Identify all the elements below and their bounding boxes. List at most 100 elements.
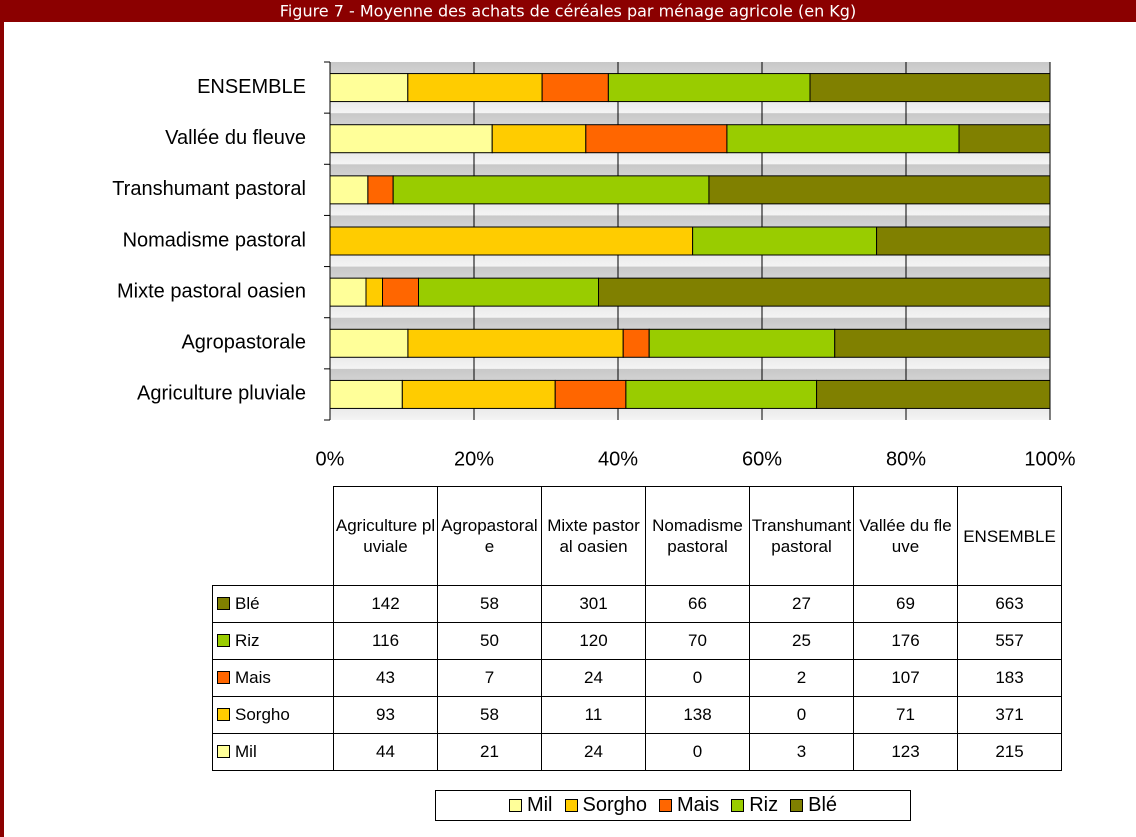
y-tick-label: Vallée du fleuve	[165, 127, 306, 149]
legend-swatch	[217, 634, 230, 647]
bar-segment	[329, 226, 694, 256]
bar-segment	[692, 226, 878, 256]
bar-segment	[585, 124, 728, 154]
legend-swatch	[564, 799, 578, 812]
bar-segment	[418, 277, 599, 307]
table-row: Mais 43 7 24 0 2 107 183	[212, 659, 1062, 697]
bar-segment	[708, 175, 1051, 205]
table-cell: 116	[333, 622, 438, 660]
table-cell: 27	[749, 585, 854, 623]
bar-segment	[648, 328, 836, 358]
row-label-text: Mil	[235, 742, 257, 761]
legend-item: Sorgho	[564, 794, 647, 817]
table-cell: 70	[645, 622, 750, 660]
table-cell: 0	[645, 659, 750, 697]
y-tick-label: Mixte pastoral oasien	[117, 280, 306, 302]
table-cell: 7	[437, 659, 542, 697]
bar-segment	[876, 226, 1051, 256]
bar-segment	[329, 124, 493, 154]
x-tick-label: 20%	[454, 448, 494, 470]
bar-segment	[329, 379, 403, 409]
bar-segment	[329, 328, 409, 358]
y-tick-label: Transhumant pastoral	[112, 178, 306, 200]
legend-swatch	[731, 799, 745, 812]
table-cell: 215	[957, 733, 1062, 771]
legend-swatch	[217, 745, 230, 758]
bar-segment	[726, 124, 960, 154]
legend-label: Mil	[526, 794, 553, 816]
column-header: Nomadisme pastoral	[645, 486, 750, 586]
legend-swatch	[217, 671, 230, 684]
bar-segment	[491, 124, 587, 154]
bar-segment	[401, 379, 556, 409]
row-label-text: Mais	[235, 668, 271, 687]
table-cell: 21	[437, 733, 542, 771]
column-header: Agropastorale	[437, 486, 542, 586]
table-cell: 2	[749, 659, 854, 697]
legend-label: Mais	[677, 794, 720, 816]
table-cell: 93	[333, 696, 438, 734]
legend-item: Mais	[659, 794, 719, 817]
table-row: Sorgho 93 58 11 138 0 71 371	[212, 696, 1062, 734]
bar-segment	[329, 277, 367, 307]
y-tick-label: Agriculture pluviale	[137, 383, 306, 405]
table-corner	[213, 487, 334, 586]
bar-segment	[407, 73, 543, 103]
table-cell: 66	[645, 585, 750, 623]
bar-segment	[598, 277, 1051, 307]
left-border	[0, 0, 4, 837]
table-cell: 24	[541, 733, 646, 771]
table-cell: 371	[957, 696, 1062, 734]
column-header: Agriculture pluviale	[333, 486, 438, 586]
legend-swatch	[659, 799, 672, 812]
column-header: Mixte pastoral oasien	[541, 486, 646, 586]
row-label: Sorgho	[212, 696, 334, 734]
bar-segment	[407, 328, 624, 358]
chart-title: Figure 7 - Moyenne des achats de céréale…	[280, 2, 856, 21]
x-tick-label: 60%	[742, 448, 782, 470]
bar-segment	[809, 73, 1051, 103]
table-cell: 183	[957, 659, 1062, 697]
legend-label: Riz	[749, 794, 779, 816]
bar-segment	[816, 379, 1051, 409]
table-cell: 11	[541, 696, 646, 734]
row-label-text: Riz	[235, 631, 260, 650]
bar-segment	[365, 277, 383, 307]
legend-item: Blé	[790, 794, 837, 817]
table-cell: 69	[853, 585, 958, 623]
y-tick-label: ENSEMBLE	[197, 76, 306, 98]
y-tick-label: Agropastorale	[181, 332, 306, 354]
table-row: Blé 142 58 301 66 27 69 663	[212, 585, 1062, 623]
legend: Mil Sorgho Mais Riz Blé	[435, 790, 911, 821]
x-tick-label: 40%	[598, 448, 638, 470]
x-tick-label: 100%	[1024, 448, 1075, 470]
table-cell: 557	[957, 622, 1062, 660]
bar-segment	[541, 73, 609, 103]
table-cell: 25	[749, 622, 854, 660]
x-tick-label: 0%	[316, 448, 345, 470]
bar-segment	[607, 73, 811, 103]
table-cell: 663	[957, 585, 1062, 623]
table-cell: 0	[749, 696, 854, 734]
table-cell: 58	[437, 585, 542, 623]
column-header: ENSEMBLE	[957, 486, 1062, 586]
column-header: Transhumant pastoral	[749, 486, 854, 586]
table-row: Mil 44 21 24 0 3 123 215	[212, 733, 1062, 771]
table-cell: 123	[853, 733, 958, 771]
column-header: Vallée du fleuve	[853, 486, 958, 586]
title-bar	[0, 0, 1136, 22]
row-label: Riz	[212, 622, 334, 660]
bar-segment	[554, 379, 627, 409]
legend-swatch	[790, 799, 804, 812]
data-table: Agriculture pluviale Agropastorale Mixte p…	[212, 486, 1062, 771]
bar-segment	[329, 175, 369, 205]
table-cell: 3	[749, 733, 854, 771]
table-cell: 50	[437, 622, 542, 660]
x-tick-label: 80%	[886, 448, 926, 470]
row-label: Mil	[212, 733, 334, 771]
table-cell: 44	[333, 733, 438, 771]
legend-item: Mil	[508, 794, 553, 817]
table-cell: 43	[333, 659, 438, 697]
